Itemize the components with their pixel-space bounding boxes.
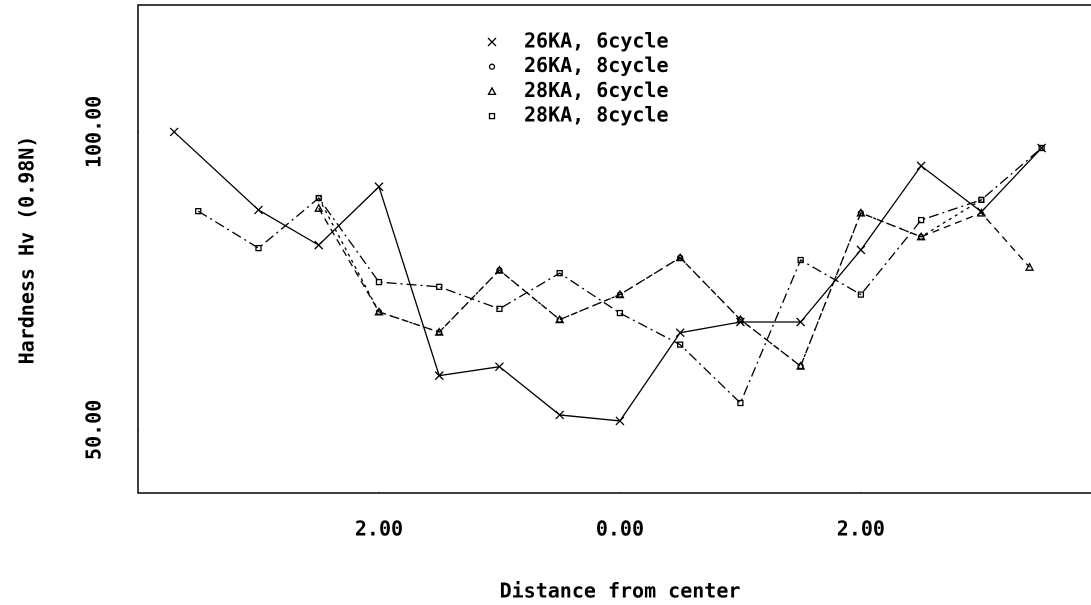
y-tick-label: 100.00 (82, 96, 106, 168)
plot-frame (137, 4, 1091, 494)
marker (916, 161, 926, 171)
legend-label: 28KA, 8cycle (524, 103, 669, 127)
marker (556, 269, 563, 277)
marker (797, 256, 804, 264)
marker (796, 317, 806, 327)
y-axis-label: Hardness Hv (0.98N) (15, 136, 39, 365)
marker (737, 399, 744, 407)
x-axis-label: Distance from center (500, 579, 741, 603)
marker (496, 305, 503, 313)
marker (374, 306, 384, 316)
marker (677, 341, 684, 348)
series-line (197, 147, 1043, 405)
marker (856, 208, 866, 217)
marker (315, 194, 322, 202)
marker (978, 196, 985, 203)
marker (195, 208, 202, 215)
marker (857, 291, 865, 298)
marker (796, 361, 806, 370)
marker (434, 371, 444, 381)
marker (254, 205, 263, 215)
x-tick-label: 0.00 (596, 517, 644, 541)
marker (616, 309, 624, 317)
marker (555, 314, 565, 324)
marker (916, 231, 926, 241)
marker (555, 410, 565, 420)
marker (374, 182, 384, 192)
marker (494, 265, 505, 274)
legend-marker (487, 37, 497, 47)
marker (436, 283, 443, 290)
marker (1024, 262, 1035, 271)
legend-label: 28KA, 6cycle (524, 78, 669, 102)
marker (856, 245, 866, 255)
legend-marker (487, 86, 497, 96)
marker (434, 327, 444, 336)
marker (615, 289, 625, 299)
marker (735, 314, 745, 324)
marker (375, 278, 383, 286)
marker (494, 362, 504, 372)
series-line (318, 197, 982, 368)
series-line (318, 207, 1031, 368)
x-tick-label: 2.00 (355, 517, 403, 541)
legend-marker (488, 63, 496, 70)
marker (169, 127, 179, 137)
marker (314, 240, 324, 250)
x-tick-label: 2.00 (837, 517, 885, 541)
marker (1038, 144, 1045, 152)
legend-marker (488, 112, 496, 120)
marker (675, 252, 685, 262)
legend-label: 26KA, 8cycle (524, 53, 669, 77)
marker (675, 328, 685, 338)
marker (976, 208, 986, 217)
y-tick-label: 50.00 (82, 400, 106, 460)
marker (917, 216, 925, 224)
marker (314, 203, 324, 212)
series-line (173, 131, 1043, 422)
legend-label: 26KA, 6cycle (524, 29, 669, 53)
marker (255, 244, 262, 252)
marker (615, 416, 625, 426)
